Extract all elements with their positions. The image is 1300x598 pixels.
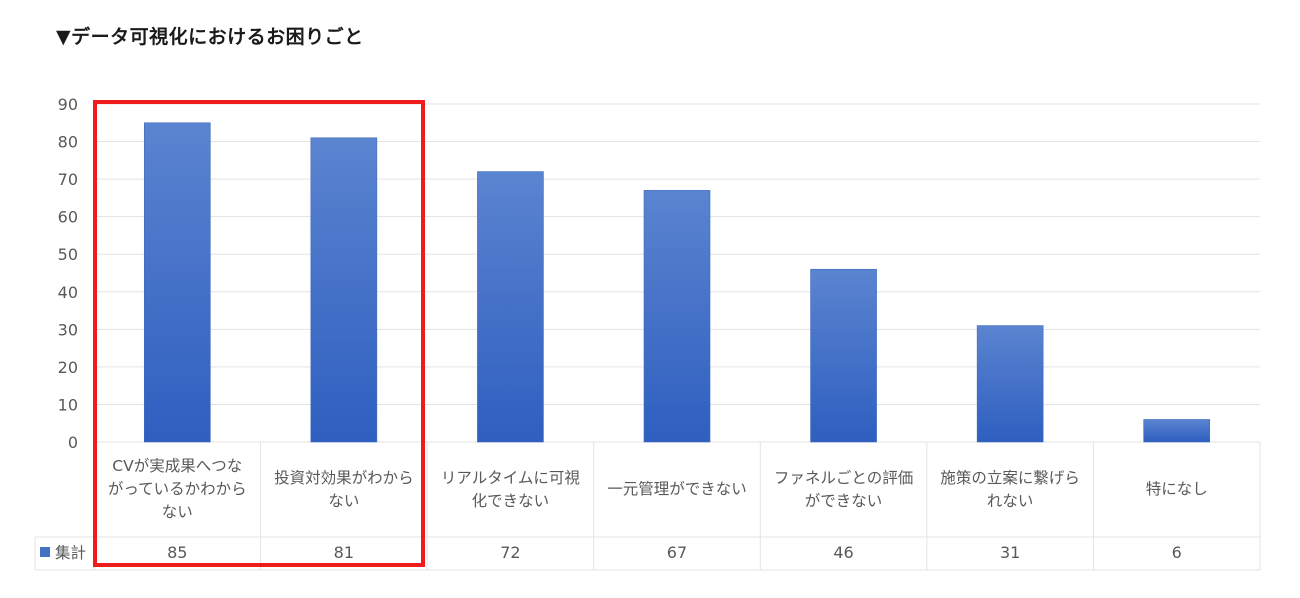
x-category-label-line: 施策の立案に繋げら bbox=[940, 468, 1080, 487]
bar bbox=[810, 268, 877, 443]
x-category-label: 投資対効果がわから ない bbox=[262, 443, 427, 536]
x-category-label-line: がっているかわから bbox=[107, 480, 247, 498]
x-category-label-line: ができない bbox=[804, 491, 883, 510]
x-category-label-line: ファネルごとの評価 bbox=[773, 468, 914, 487]
data-table-value: 31 bbox=[999, 543, 1021, 562]
bar bbox=[1143, 419, 1211, 443]
x-category-label: 施策の立案に繋げら れない bbox=[928, 443, 1093, 536]
y-tick-label: 30 bbox=[58, 320, 78, 339]
y-tick-label: 80 bbox=[58, 133, 78, 152]
data-table-value: 67 bbox=[666, 543, 688, 562]
highlight-box bbox=[93, 100, 425, 567]
bar bbox=[310, 137, 378, 443]
data-table-value: 85 bbox=[167, 543, 188, 562]
x-category-label-line: リアルタイムに可視 bbox=[440, 468, 580, 487]
x-category-label-line: 特になし bbox=[1145, 480, 1208, 498]
x-category-label-line: 一元管理ができない bbox=[607, 480, 747, 498]
y-tick-label: 90 bbox=[58, 95, 78, 114]
legend-label: 集計 bbox=[55, 544, 87, 562]
bar bbox=[477, 171, 544, 443]
x-category-label-line: 化できない bbox=[471, 491, 550, 510]
y-tick-label: 70 bbox=[58, 170, 78, 189]
data-table-value: 6 bbox=[1171, 543, 1182, 562]
bar bbox=[643, 190, 711, 443]
data-table-value: 81 bbox=[333, 543, 355, 562]
legend: 集計 bbox=[40, 541, 86, 563]
x-category-label: ファネルごとの評価 ができない bbox=[761, 443, 926, 536]
x-category-label: リアルタイムに可視 化できない bbox=[428, 443, 593, 536]
y-tick-label: 40 bbox=[58, 283, 78, 302]
y-tick-label: 60 bbox=[58, 208, 78, 227]
x-category-label-line: ない bbox=[328, 491, 360, 510]
y-tick-label: 20 bbox=[58, 358, 78, 377]
data-table-value: 46 bbox=[833, 543, 854, 562]
x-category-label-line: れない bbox=[986, 491, 1034, 510]
x-category-label-line: 投資対効果がわから bbox=[274, 468, 414, 487]
x-category-label: CVが実成果へつな がっているかわから ない bbox=[95, 443, 260, 536]
y-tick-label: 0 bbox=[68, 433, 78, 452]
chart-title: ▼データ可視化におけるお困りごと bbox=[56, 26, 364, 48]
x-category-label: 一元管理ができない bbox=[595, 443, 760, 536]
x-category-label: 特になし bbox=[1094, 443, 1259, 536]
bar bbox=[976, 325, 1044, 443]
bar bbox=[143, 122, 211, 443]
y-tick-label: 50 bbox=[58, 245, 78, 264]
legend-swatch bbox=[40, 547, 50, 557]
data-table-value: 72 bbox=[500, 543, 521, 562]
x-category-label-line: CVが実成果へつな bbox=[112, 457, 243, 475]
x-category-label-line: ない bbox=[161, 503, 193, 521]
y-tick-label: 10 bbox=[58, 395, 78, 414]
